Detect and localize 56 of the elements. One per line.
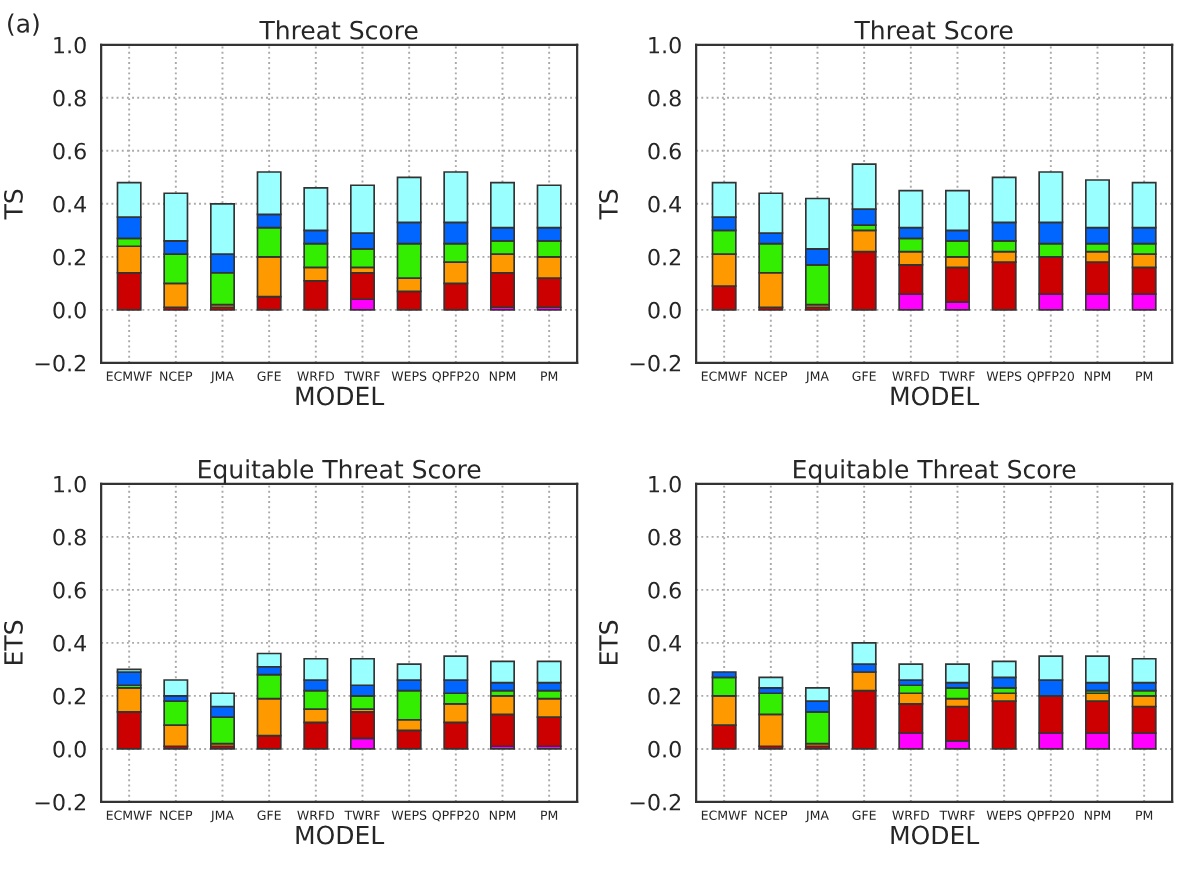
bar — [1131, 657, 1157, 684]
bar — [256, 652, 282, 668]
y-tick-label: 0.6 — [648, 142, 681, 160]
bar — [1084, 655, 1110, 684]
bar — [944, 663, 970, 684]
x-axis-title: MODEL — [891, 825, 980, 845]
y-tick-label: 0.8 — [53, 528, 86, 546]
y-tick-label: 0.6 — [53, 142, 86, 160]
y-tick-label: 0.6 — [648, 581, 681, 599]
chart-title: Equitable Threat Score — [199, 459, 481, 484]
y-tick-label: 0.2 — [648, 248, 681, 266]
y-tick-label: 0.0 — [648, 301, 681, 319]
y-tick-label: 0.6 — [53, 581, 86, 599]
bar — [851, 642, 877, 665]
bar — [804, 710, 830, 745]
y-tick-label: −0.2 — [630, 793, 681, 811]
y-tick-label: −0.2 — [35, 793, 86, 811]
y-tick-label: −0.2 — [35, 354, 86, 372]
x-axis-title: MODEL — [296, 825, 385, 845]
x-axis-title: MODEL — [296, 386, 385, 406]
chart-title: Threat Score — [259, 20, 418, 40]
y-tick-label: 0.8 — [53, 89, 86, 107]
y-tick-label: 0.0 — [53, 740, 86, 758]
y-tick-label: 1.0 — [649, 475, 681, 493]
bar — [396, 729, 422, 750]
y-tick-label: 0.8 — [648, 89, 681, 107]
chart-title: Threat Score — [854, 20, 1013, 40]
bar — [991, 700, 1017, 750]
y-axis-title: ETS — [598, 620, 618, 664]
y-tick-label: 0.0 — [53, 301, 86, 319]
bar — [758, 676, 784, 689]
y-tick-label: 0.4 — [648, 195, 682, 213]
y-tick-label: 1.0 — [54, 36, 86, 54]
y-tick-label: 0.4 — [53, 195, 87, 213]
y-tick-label: 1.0 — [649, 36, 681, 54]
x-axis-title: MODEL — [891, 386, 980, 406]
y-tick-label: −0.2 — [630, 354, 681, 372]
y-axis-title: ETS — [3, 620, 23, 664]
bar — [489, 660, 515, 684]
y-tick-label: 0.4 — [53, 634, 87, 652]
y-tick-label: 0.4 — [648, 634, 682, 652]
bar — [944, 266, 970, 303]
bar — [163, 679, 189, 697]
bar — [898, 663, 924, 681]
text: (a) — [8, 13, 39, 36]
y-tick-label: 0.8 — [648, 528, 681, 546]
y-tick-label: 0.0 — [648, 740, 681, 758]
bar — [944, 705, 970, 742]
y-tick-label: 0.2 — [53, 687, 86, 705]
y-tick-label: 0.2 — [648, 687, 681, 705]
y-axis-title: TS — [3, 189, 23, 220]
y-tick-label: 0.2 — [53, 248, 86, 266]
chart-title: Equitable Threat Score — [794, 459, 1076, 484]
y-axis-title: TS — [598, 189, 618, 220]
y-tick-label: 1.0 — [54, 475, 86, 493]
bar — [536, 660, 562, 684]
